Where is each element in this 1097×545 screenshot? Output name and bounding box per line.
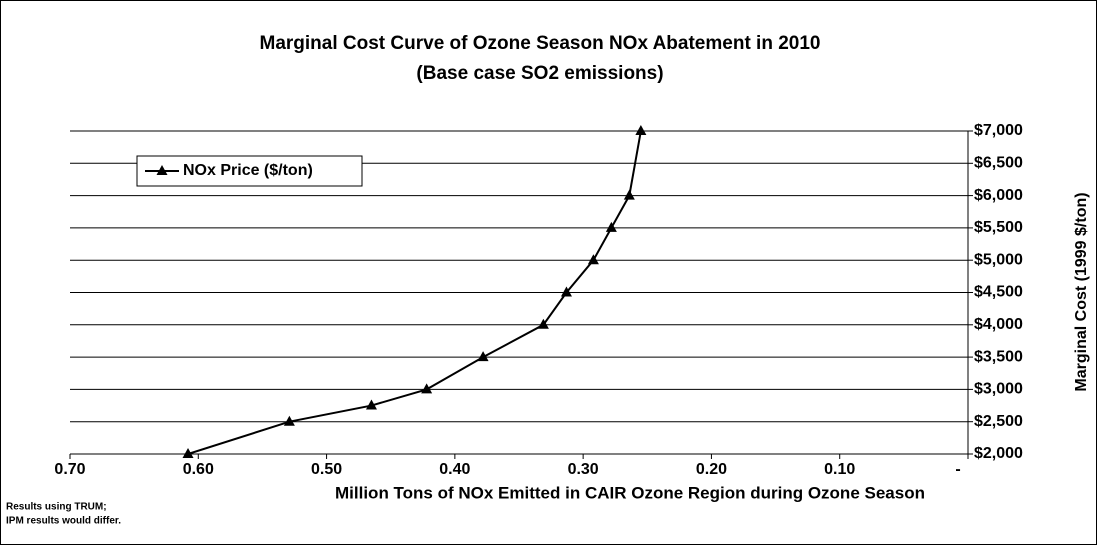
y-tick-label: $4,000 (974, 316, 1023, 333)
y-tick-label: $6,500 (974, 155, 1023, 172)
y-tick-label: $2,000 (974, 445, 1023, 462)
y-tick-label: $3,000 (974, 381, 1023, 398)
x-tick-label: 0.70 (54, 461, 85, 478)
x-axis-label: Million Tons of NOx Emitted in CAIR Ozon… (335, 483, 925, 502)
y-tick-label: $7,000 (974, 122, 1023, 139)
marker (605, 221, 617, 232)
marker (477, 351, 489, 362)
x-tick-label: 0.40 (439, 461, 470, 478)
marker (560, 286, 572, 297)
marker (421, 383, 433, 394)
marker (587, 254, 599, 265)
note: IPM results would differ. (6, 516, 121, 527)
x-tick-label: 0.20 (696, 461, 727, 478)
marker (623, 189, 635, 200)
chart-subtitle: (Base case SO2 emissions) (416, 63, 663, 84)
legend-marker (156, 165, 168, 175)
note: Results using TRUM; (6, 502, 107, 513)
marker (365, 399, 377, 410)
x-tick-label: 0.30 (568, 461, 599, 478)
y-tick-label: $2,500 (974, 413, 1023, 430)
marker (182, 448, 194, 458)
y-tick-label: $4,500 (974, 284, 1023, 301)
y-tick-label: $5,000 (974, 251, 1023, 268)
x-tick-label: 0.60 (183, 461, 214, 478)
chart-title: Marginal Cost Curve of Ozone Season NOx … (260, 33, 821, 54)
y-axis-label: Marginal Cost (1999 $/ton) (1073, 192, 1090, 391)
x-tick-label: 0.10 (824, 461, 855, 478)
y-tick-label: $5,500 (974, 219, 1023, 236)
marker (635, 125, 647, 135)
y-tick-label: $6,000 (974, 187, 1023, 204)
y-tick-label: $3,500 (974, 348, 1023, 365)
x-tick-label: 0.50 (311, 461, 342, 478)
marker (537, 318, 549, 329)
legend-label: NOx Price ($/ton) (183, 162, 313, 179)
x-tick-label: - (955, 461, 960, 478)
marker (283, 415, 295, 426)
